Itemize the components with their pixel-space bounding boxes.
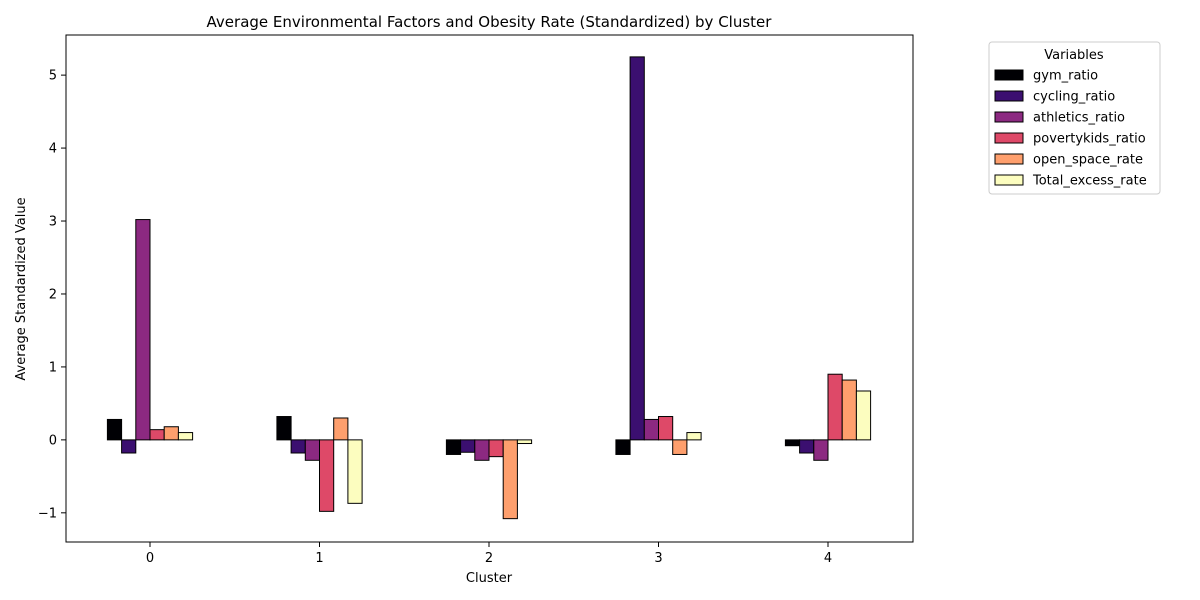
legend-swatch-athletics_ratio (994, 111, 1024, 123)
bar-athletics_ratio-cluster-4 (813, 439, 829, 461)
x-tick-label: 0 (146, 551, 154, 566)
bar-athletics_ratio-cluster-0 (135, 219, 151, 441)
bar-Total_excess_rate-cluster-4 (855, 390, 872, 441)
legend-swatch-povertykids_ratio (994, 132, 1024, 144)
bar-athletics_ratio-cluster-2 (474, 439, 490, 461)
bar-open_space_rate-cluster-0 (163, 426, 179, 441)
x-axis-label: Cluster (466, 571, 513, 586)
plot-frame (65, 34, 914, 543)
bar-povertykids_ratio-cluster-1 (319, 439, 335, 512)
bar-gym_ratio-cluster-1 (276, 416, 292, 441)
y-tick-label: 4 (49, 142, 57, 157)
bar-open_space_rate-cluster-3 (672, 439, 688, 455)
bar-povertykids_ratio-cluster-3 (658, 416, 674, 441)
y-tick-label: −1 (38, 506, 57, 521)
bar-cycling_ratio-cluster-4 (799, 439, 815, 454)
bar-povertykids_ratio-cluster-4 (827, 373, 843, 441)
x-tick-label: 1 (315, 551, 323, 566)
bar-Total_excess_rate-cluster-3 (686, 432, 702, 441)
legend-swatch-gym_ratio (994, 69, 1024, 81)
bar-cycling_ratio-cluster-0 (121, 439, 137, 454)
y-tick-label: 1 (49, 360, 57, 375)
bar-cycling_ratio-cluster-2 (460, 439, 476, 453)
bar-Total_excess_rate-cluster-1 (347, 439, 363, 504)
legend: Variables gym_ratio cycling_ratio athletic… (988, 41, 1161, 195)
x-axis: 0 1 2 3 4 (146, 542, 832, 566)
x-tick-label: 4 (824, 551, 832, 566)
y-axis-label: Average Standardized Value (14, 197, 29, 380)
legend-swatch-open_space_rate (994, 153, 1024, 165)
bar-gym_ratio-cluster-3 (615, 439, 631, 455)
legend-title: Variables (1044, 48, 1104, 63)
chart-title: Average Environmental Factors and Obesit… (207, 13, 773, 31)
bar-athletics_ratio-cluster-3 (643, 418, 659, 441)
legend-box (988, 41, 1161, 195)
legend-label-cycling_ratio: cycling_ratio (1033, 90, 1115, 105)
y-tick-label: 5 (49, 69, 57, 84)
bar-athletics_ratio-cluster-1 (304, 439, 320, 461)
y-axis: −1 0 1 2 3 4 5 (38, 69, 66, 521)
bar-open_space_rate-cluster-2 (502, 439, 518, 520)
bar-povertykids_ratio-cluster-0 (149, 429, 165, 441)
legend-label-athletics_ratio: athletics_ratio (1033, 111, 1125, 126)
legend-label-open_space_rate: open_space_rate (1033, 153, 1143, 168)
bar-gym_ratio-cluster-2 (445, 439, 462, 455)
bar-Total_excess_rate-cluster-2 (516, 439, 533, 445)
x-tick-label: 2 (485, 551, 493, 566)
bar-Total_excess_rate-cluster-0 (177, 432, 194, 441)
bar-cycling_ratio-cluster-1 (290, 439, 306, 454)
legend-label-Total_excess_rate: Total_excess_rate (1032, 174, 1147, 189)
bar-povertykids_ratio-cluster-2 (488, 439, 504, 458)
legend-label-gym_ratio: gym_ratio (1033, 69, 1098, 84)
bar-gym_ratio-cluster-4 (784, 439, 801, 447)
legend-swatch-cycling_ratio (994, 90, 1024, 102)
y-tick-label: 2 (49, 287, 57, 302)
legend-label-povertykids_ratio: povertykids_ratio (1033, 132, 1146, 147)
y-tick-label: 0 (49, 433, 57, 448)
bar-open_space_rate-cluster-1 (333, 417, 349, 441)
bar-cycling_ratio-cluster-3 (629, 56, 645, 441)
bar-gym_ratio-cluster-0 (106, 418, 123, 441)
legend-swatch-Total_excess_rate (994, 174, 1024, 186)
y-tick-label: 3 (49, 215, 57, 230)
x-tick-label: 3 (654, 551, 662, 566)
bars-layer (106, 56, 872, 520)
bar-open_space_rate-cluster-4 (841, 379, 857, 441)
